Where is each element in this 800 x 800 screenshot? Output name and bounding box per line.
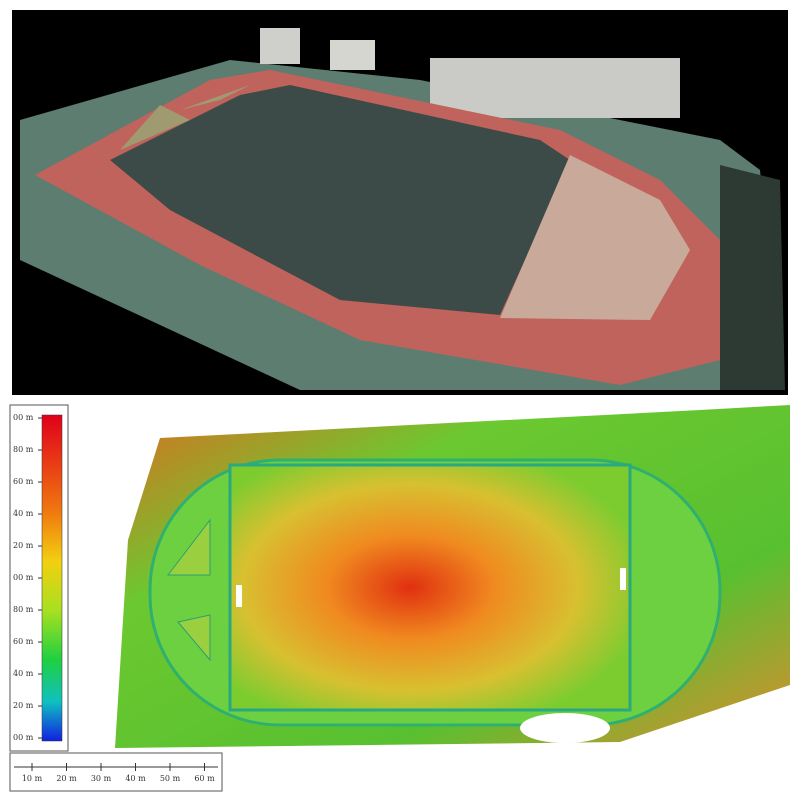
elevation-map [115,405,790,748]
colorbar-label: 40 m [13,669,34,678]
colorbar-label: 00 m [13,573,34,582]
colorbar-label: 20 m [13,541,34,550]
colorbar-label: 60 m [13,637,34,646]
colorbar-label: 40 m [13,509,34,518]
colorbar-label: 00 m [13,413,34,422]
colorbar-label: 80 m [13,445,34,454]
colorbar-label: 80 m [13,605,34,614]
point-cloud-view [12,10,788,395]
colorbar-label: 60 m [13,477,34,486]
colorbar-label: 00 m [13,733,34,742]
scale-label: 60 m [194,774,215,783]
scale-label: 40 m [125,774,146,783]
colorbar: 00 m 80 m 60 m 40 m 20 m 00 m 80 m 60 m 40 m 20 m… [9,404,69,752]
colorbar-label: 20 m [13,701,34,710]
scale-label: 30 m [91,774,112,783]
scale-label: 20 m [56,774,77,783]
scale-label: 10 m [22,774,43,783]
scale-label: 50 m [160,774,181,783]
scale-bar: 10 m 20 m 30 m 40 m 50 m 60 m [9,752,223,792]
